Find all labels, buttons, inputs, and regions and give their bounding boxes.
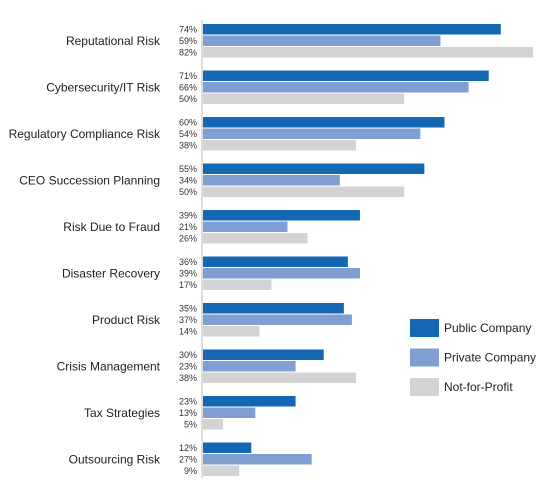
category-label: Regulatory Compliance Risk (9, 127, 161, 141)
bar (203, 349, 324, 360)
category-label: Outsourcing Risk (69, 452, 161, 466)
data-label: 12% (179, 443, 197, 453)
legend: Public Company Private Company Not-for-Pro… (410, 319, 536, 396)
legend-label: Private Company (444, 351, 536, 365)
bar (203, 279, 272, 290)
data-label: 82% (179, 48, 197, 58)
bar (203, 326, 260, 337)
legend-swatch (410, 348, 439, 367)
data-label: 37% (179, 315, 197, 325)
data-label: 38% (179, 141, 197, 151)
bar (203, 47, 533, 58)
bar (203, 117, 445, 128)
data-label: 34% (179, 176, 197, 186)
data-label: 9% (184, 466, 197, 476)
data-label: 38% (179, 373, 197, 383)
data-label: 66% (179, 83, 197, 93)
bar (203, 210, 360, 221)
bar (203, 163, 425, 174)
data-label: 23% (179, 397, 197, 407)
bar (203, 372, 356, 383)
bar (203, 35, 441, 46)
data-label: 21% (179, 222, 197, 232)
bar (203, 175, 340, 186)
data-label: 39% (179, 211, 197, 221)
bar (203, 233, 308, 244)
bar (203, 256, 348, 267)
data-label: 50% (179, 94, 197, 104)
data-label: 39% (179, 269, 197, 279)
category-label: Risk Due to Fraud (63, 220, 160, 234)
category-label: Tax Strategies (84, 406, 160, 420)
legend-label: Not-for-Profit (444, 380, 513, 394)
bar (203, 396, 296, 407)
bar (203, 221, 288, 232)
bar (203, 442, 252, 453)
data-label: 55% (179, 164, 197, 174)
data-label: 50% (179, 187, 197, 197)
data-label: 59% (179, 36, 197, 46)
data-label: 74% (179, 25, 197, 35)
bar (203, 465, 240, 476)
data-label: 27% (179, 455, 197, 465)
data-label: 14% (179, 327, 197, 337)
bar (203, 303, 344, 314)
data-label: 13% (179, 408, 197, 418)
bar (203, 140, 356, 151)
bar (203, 70, 489, 81)
data-label: 35% (179, 304, 197, 314)
bar (203, 314, 352, 325)
category-label: Disaster Recovery (62, 266, 160, 280)
data-label: 5% (184, 420, 197, 430)
category-label: CEO Succession Planning (19, 173, 160, 187)
data-label: 23% (179, 362, 197, 372)
bar (203, 407, 256, 418)
category-label: Product Risk (92, 313, 161, 327)
data-label: 26% (179, 234, 197, 244)
category-label: Crisis Management (57, 359, 161, 373)
bar (203, 82, 469, 93)
data-label: 71% (179, 71, 197, 81)
legend-swatch (410, 319, 439, 337)
bar (203, 186, 405, 197)
data-label: 60% (179, 118, 197, 128)
bar (203, 361, 296, 372)
data-label: 17% (179, 280, 197, 290)
bar (203, 93, 405, 104)
category-label: Reputational Risk (66, 34, 161, 48)
bar (203, 128, 421, 139)
bar (203, 268, 360, 279)
data-label: 30% (179, 350, 197, 360)
data-label: 54% (179, 129, 197, 139)
data-label: 36% (179, 257, 197, 267)
bar (203, 24, 501, 35)
bar (203, 454, 312, 465)
legend-label: Public Company (444, 321, 531, 335)
category-label: Cybersecurity/IT Risk (46, 80, 161, 94)
bar (203, 419, 224, 430)
chart-marks: Reputational Risk 74%59% 82% Cybersecurity/… (9, 24, 533, 476)
legend-swatch (410, 378, 439, 396)
